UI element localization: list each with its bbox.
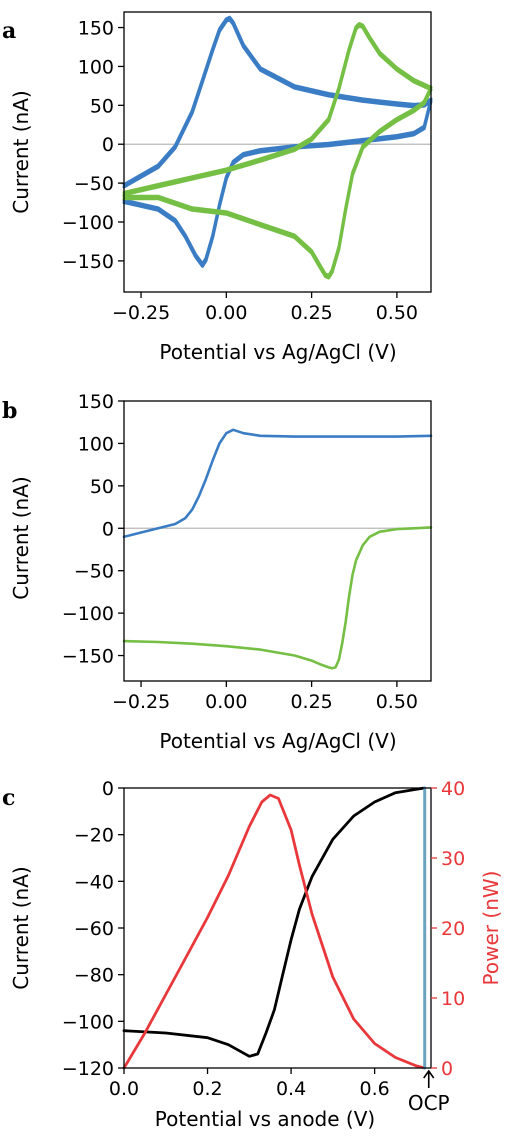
x-tick-label: 0.50 — [376, 302, 418, 324]
y-tick-label: 150 — [78, 18, 114, 40]
y-tick-label: −120 — [62, 1058, 114, 1080]
y-tick-label: 0 — [102, 134, 114, 156]
x-tick-label: −0.25 — [112, 691, 170, 713]
x-tick-label: 0.25 — [290, 691, 332, 713]
y2-axis-label-c: Power (nW) — [479, 871, 503, 986]
panel-label-c: c — [2, 785, 15, 811]
y-axis-label-c: Current (nA) — [9, 866, 33, 989]
x-axis-label-b: Potential vs Ag/AgCl (V) — [159, 729, 396, 753]
y2-tick-label: 0 — [441, 1058, 453, 1080]
series-green-curve — [122, 526, 433, 670]
series-red-curve — [122, 793, 427, 1070]
x-ticks-b: −0.25 0.00 0.25 0.50 — [112, 681, 418, 713]
y-tick-label: −60 — [74, 918, 114, 940]
ocp-label: OCP — [408, 1091, 450, 1115]
x-tick-label: 0.50 — [376, 691, 418, 713]
y-ticks-c: −120 −100 −80 −60 −40 −20 0 — [62, 778, 124, 1080]
x-ticks-a: −0.25 0.00 0.25 0.50 — [112, 292, 418, 324]
y-tick-label: 50 — [90, 95, 114, 117]
x-ticks-c: 0.0 0.2 0.4 0.6 — [109, 1068, 390, 1100]
panel-label-a: a — [2, 18, 16, 44]
y-axis-label-a: Current (nA) — [9, 90, 33, 213]
plot-area-c — [122, 786, 427, 1070]
x-tick-label: 0.00 — [205, 302, 247, 324]
y-tick-label: −50 — [74, 561, 114, 583]
plot-area-b — [122, 428, 433, 670]
y-tick-label: −80 — [74, 965, 114, 987]
y-tick-label: 150 — [78, 391, 114, 413]
y-tick-label: 100 — [78, 56, 114, 78]
y-ticks-a: −150 −100 −50 0 50 100 150 — [62, 18, 124, 273]
panel-label-b: b — [2, 398, 17, 424]
ocp-annotation: OCP — [408, 1069, 450, 1115]
x-tick-label: 0.25 — [290, 302, 332, 324]
y2-tick-label: 10 — [441, 988, 465, 1010]
y-tick-label: 0 — [102, 518, 114, 540]
y-tick-label: 100 — [78, 433, 114, 455]
y-tick-label: −100 — [62, 603, 114, 625]
y-tick-label: −150 — [62, 251, 114, 273]
x-axis-label-a: Potential vs Ag/AgCl (V) — [159, 340, 396, 364]
panel-c: c 0.0 0.2 0.4 0.6 −120 −100 −80 −60 −40 −20 0 0 10… — [2, 778, 503, 1131]
series-blue-curve — [122, 428, 433, 539]
y-tick-label: −100 — [62, 1011, 114, 1033]
plot-area-a — [122, 15, 433, 280]
y-tick-label: 0 — [102, 778, 114, 800]
x-tick-label: 0.6 — [360, 1078, 390, 1100]
x-tick-label: 0.0 — [109, 1078, 139, 1100]
axes-frame-a — [123, 11, 432, 293]
x-axis-label-c: Potential vs anode (V) — [155, 1107, 375, 1131]
x-tick-label: 0.4 — [276, 1078, 306, 1100]
y-tick-label: −20 — [74, 825, 114, 847]
x-tick-label: 0.00 — [205, 691, 247, 713]
panel-a: a −0.25 0.00 0.25 0.50 −150 −100 −50 0 50 100 150… — [2, 11, 433, 364]
y-tick-label: −40 — [74, 871, 114, 893]
y-tick-label: −100 — [62, 212, 114, 234]
y2-tick-label: 40 — [441, 778, 465, 800]
panel-b: b −0.25 0.00 0.25 0.50 −150 −100 −50 0 50 100 150… — [2, 391, 433, 753]
y-ticks-b: −150 −100 −50 0 50 100 150 — [62, 391, 124, 668]
series-blue-curve — [122, 15, 433, 266]
y-tick-label: −50 — [74, 173, 114, 195]
y2-tick-label: 20 — [441, 918, 465, 940]
series-black-curve — [122, 786, 427, 1058]
x-tick-label: 0.2 — [192, 1078, 222, 1100]
axes-frame-c — [123, 787, 432, 1069]
y2-tick-label: 30 — [441, 848, 465, 870]
y-tick-label: 50 — [90, 476, 114, 498]
y2-ticks-c: 0 10 20 30 40 — [431, 778, 465, 1080]
x-tick-label: −0.25 — [112, 302, 170, 324]
axes-frame-b — [123, 400, 432, 682]
y-tick-label: −150 — [62, 646, 114, 668]
y-axis-label-b: Current (nA) — [9, 476, 33, 599]
ocp-arrow-head — [423, 1069, 435, 1079]
series-green-curve — [122, 22, 433, 277]
